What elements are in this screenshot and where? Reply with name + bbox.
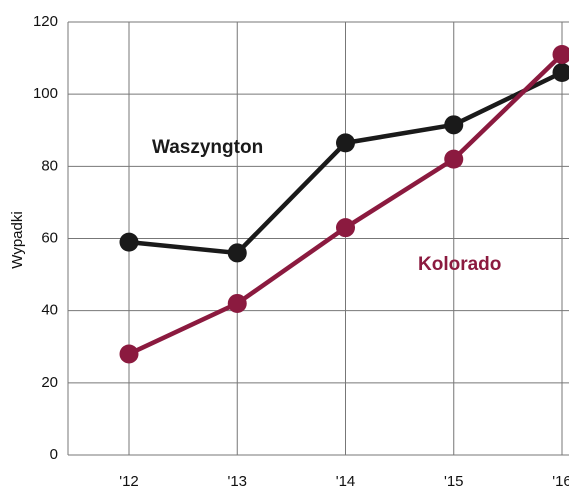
- x-tick-label: '13: [227, 473, 247, 490]
- y-tick-label: 100: [33, 85, 58, 102]
- data-point: [552, 44, 569, 64]
- y-tick-label: 80: [41, 157, 58, 174]
- data-point: [336, 218, 355, 238]
- x-tick-label: '16: [552, 473, 569, 490]
- series-label: Waszyngton: [152, 137, 263, 158]
- y-tick-label: 0: [50, 446, 58, 463]
- y-axis-label: Wypadki: [9, 211, 26, 268]
- x-tick-label: '12: [119, 473, 139, 490]
- y-tick-label: 60: [41, 229, 58, 246]
- x-tick-label: '15: [444, 473, 464, 490]
- data-point: [444, 115, 464, 135]
- y-tick-label: 120: [33, 13, 58, 30]
- y-tick-label: 20: [41, 374, 58, 391]
- data-point: [119, 344, 139, 364]
- data-point: [444, 149, 464, 169]
- data-point: [336, 133, 355, 153]
- data-point: [119, 232, 139, 252]
- data-point: [552, 63, 569, 83]
- x-tick-label: '14: [336, 473, 356, 490]
- y-tick-label: 40: [41, 302, 58, 319]
- data-point: [227, 293, 247, 313]
- data-point: [227, 243, 247, 263]
- series-label: Kolorado: [418, 254, 501, 275]
